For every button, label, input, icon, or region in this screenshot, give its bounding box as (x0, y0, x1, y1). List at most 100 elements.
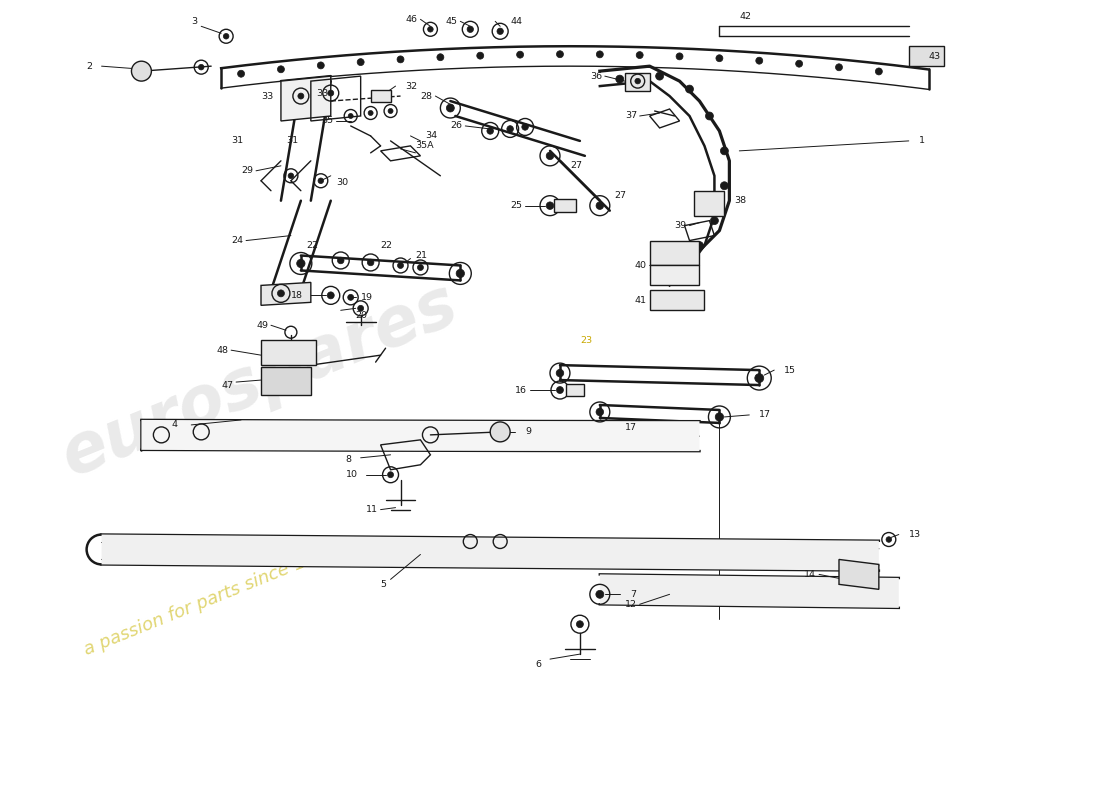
Text: 12: 12 (625, 600, 637, 609)
Circle shape (418, 265, 424, 270)
Text: 22: 22 (306, 241, 318, 250)
Bar (909, 46, 944, 66)
Text: 45: 45 (446, 17, 458, 26)
Circle shape (358, 58, 364, 66)
Circle shape (198, 64, 204, 70)
Circle shape (636, 51, 644, 58)
Circle shape (576, 621, 583, 628)
Circle shape (876, 68, 882, 75)
Circle shape (223, 34, 229, 39)
Text: 23: 23 (580, 336, 592, 345)
Circle shape (596, 408, 604, 416)
Text: 11: 11 (365, 505, 377, 514)
Circle shape (368, 110, 373, 115)
Circle shape (756, 57, 762, 64)
Circle shape (468, 26, 473, 33)
Text: 9: 9 (525, 427, 531, 436)
Text: 21: 21 (416, 251, 428, 260)
Bar (625, 73, 650, 91)
Circle shape (616, 75, 624, 83)
Text: 15: 15 (784, 366, 796, 374)
Polygon shape (600, 574, 899, 608)
Text: 22: 22 (381, 241, 393, 250)
Text: 13: 13 (909, 530, 921, 539)
Bar (371, 90, 390, 102)
Text: 14: 14 (804, 570, 816, 579)
Text: 31: 31 (286, 137, 298, 146)
Text: 30: 30 (336, 178, 348, 187)
Text: 20: 20 (355, 310, 367, 320)
Circle shape (437, 54, 444, 61)
Circle shape (277, 290, 285, 297)
Text: 46: 46 (406, 15, 418, 24)
Text: 35: 35 (321, 117, 333, 126)
Text: 36: 36 (590, 72, 602, 81)
Text: 33: 33 (316, 89, 328, 98)
Bar (565, 384, 584, 396)
Circle shape (358, 306, 364, 311)
Circle shape (476, 52, 484, 59)
Circle shape (447, 104, 454, 112)
Text: 24: 24 (231, 236, 243, 245)
Text: 31: 31 (231, 137, 243, 146)
Text: 49: 49 (256, 321, 268, 330)
Text: eurospares: eurospares (52, 270, 468, 490)
Text: 39: 39 (674, 221, 686, 230)
Circle shape (338, 257, 344, 264)
Circle shape (685, 85, 693, 93)
Text: 48: 48 (217, 346, 228, 354)
Circle shape (238, 70, 244, 78)
Text: 8: 8 (345, 455, 352, 464)
Circle shape (557, 50, 563, 58)
Circle shape (298, 93, 304, 99)
Circle shape (716, 54, 723, 62)
Circle shape (557, 370, 564, 377)
Circle shape (720, 147, 728, 155)
Text: 47: 47 (221, 381, 233, 390)
Circle shape (557, 386, 563, 394)
Circle shape (596, 51, 603, 58)
Bar (261, 340, 316, 365)
Circle shape (836, 64, 843, 70)
Circle shape (886, 537, 892, 542)
Circle shape (795, 60, 803, 67)
Circle shape (318, 178, 323, 183)
Text: 3: 3 (191, 17, 197, 26)
Circle shape (695, 242, 704, 250)
Circle shape (348, 294, 354, 300)
Circle shape (428, 26, 433, 32)
Text: 26: 26 (450, 122, 462, 130)
Polygon shape (101, 534, 879, 570)
Text: a passion for parts since 1985: a passion for parts since 1985 (81, 540, 341, 658)
Circle shape (705, 112, 714, 120)
Bar (650, 241, 700, 266)
Text: 27: 27 (570, 162, 582, 170)
Text: 27: 27 (615, 191, 627, 200)
Circle shape (596, 590, 604, 598)
Circle shape (297, 259, 305, 268)
Circle shape (367, 259, 374, 266)
Text: 17: 17 (759, 410, 771, 419)
Circle shape (675, 262, 683, 270)
Circle shape (132, 61, 152, 81)
Bar (650, 266, 700, 286)
Circle shape (656, 72, 663, 80)
Circle shape (388, 109, 393, 114)
Circle shape (720, 182, 728, 190)
Text: 7: 7 (629, 590, 636, 599)
Circle shape (507, 126, 514, 132)
Text: 29: 29 (241, 166, 253, 175)
Text: 16: 16 (515, 386, 527, 394)
Circle shape (635, 78, 640, 84)
Circle shape (491, 422, 510, 442)
Circle shape (547, 152, 553, 160)
Text: 5: 5 (381, 580, 386, 589)
Circle shape (521, 124, 528, 130)
Circle shape (349, 114, 353, 118)
Text: 40: 40 (635, 261, 647, 270)
Text: 33: 33 (261, 91, 273, 101)
Polygon shape (261, 282, 311, 306)
Text: 17: 17 (625, 423, 637, 433)
Circle shape (317, 62, 324, 69)
Text: 38: 38 (735, 196, 747, 205)
